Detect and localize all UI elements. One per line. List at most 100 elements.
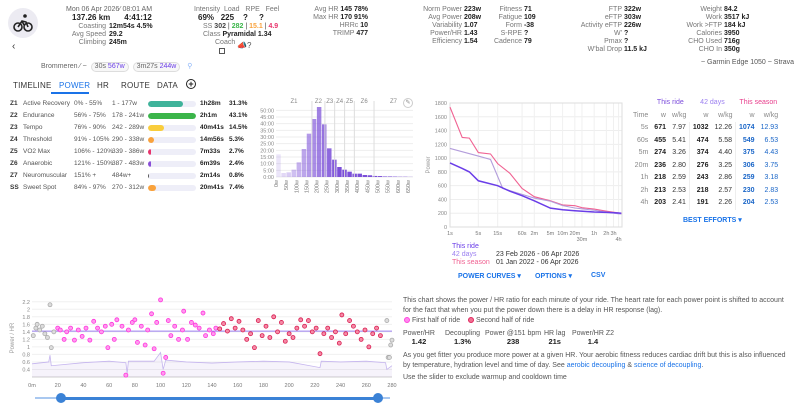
tab-data[interactable]: DATA <box>157 81 178 90</box>
second-half-point <box>275 329 280 335</box>
zone-name: Anaerobic <box>23 160 53 167</box>
tab-timeline[interactable]: TIMELINE <box>13 81 52 90</box>
avg-hr-value: 145 78% <box>340 6 368 13</box>
metric-value: 1.07 <box>463 22 478 29</box>
second-half-point <box>232 325 238 331</box>
y-axis-label: Power / HR <box>10 322 16 353</box>
zone-label: Z6 <box>361 99 369 105</box>
climbing-value[interactable]: 245m <box>109 39 127 46</box>
fitness-text: As you get fitter you produce more power… <box>403 352 786 369</box>
x-tick-label: 280 <box>387 383 396 389</box>
zone-label: Z2 <box>315 99 323 105</box>
search-icon[interactable]: ⚲ <box>187 63 193 70</box>
zone-time: 7m33s <box>200 148 221 155</box>
rpe-value[interactable]: ? <box>242 13 248 22</box>
x-tick-label: 60 <box>106 383 112 389</box>
y-tick-label: 0 <box>444 225 447 231</box>
slider-start-handle[interactable] <box>56 393 66 403</box>
best-effort-pill[interactable]: 3m27s 244w <box>132 62 181 72</box>
second-half-point <box>248 331 253 337</box>
edit-chart-icon[interactable]: ✎ <box>403 98 413 108</box>
science-of-decoupling-link[interactable]: science of decoupling <box>634 361 702 369</box>
hrrc-value: 10 <box>360 22 368 29</box>
zone-percent-range: 0% - 55% <box>74 100 103 107</box>
zone-watt-range: 290 - 338w <box>112 136 145 143</box>
first-half-dot <box>404 317 410 323</box>
second-half-point <box>306 318 311 323</box>
histogram-bar <box>311 119 317 177</box>
second-half-point <box>362 327 368 333</box>
first-half-point <box>180 327 185 333</box>
histogram-bar <box>347 171 352 177</box>
zone-share: 14.5% <box>229 124 248 131</box>
first-half-point <box>192 322 198 328</box>
megaphone-icon[interactable]: 📣? <box>237 41 252 50</box>
zone-label: Z3 <box>326 99 334 105</box>
excluded-point <box>47 302 53 308</box>
second-half-dot <box>467 317 474 323</box>
zone-time: 6m39s <box>200 160 221 167</box>
tab-power[interactable]: POWER <box>59 81 91 90</box>
first-half-point <box>79 333 85 339</box>
aerobic-decoupling-link[interactable]: aerobic decoupling <box>566 361 626 369</box>
tab-route[interactable]: ROUTE <box>121 81 150 90</box>
metric-value: 3950 <box>723 30 740 37</box>
first-half-point <box>149 311 154 317</box>
segment-name[interactable]: Brommeren <box>41 63 78 70</box>
first-half-point <box>87 337 93 343</box>
options-button[interactable]: OPTIONS ▾ <box>535 273 572 280</box>
first-half-point <box>151 346 157 352</box>
zone-id: Z2 <box>10 112 18 119</box>
zone-id: Z5 <box>10 148 18 155</box>
second-half-point <box>225 328 230 334</box>
first-half-point <box>123 372 129 378</box>
first-half-point <box>181 308 187 314</box>
csv-button[interactable]: CSV <box>591 272 606 279</box>
zone-percent-range: 121% - 150% <box>74 160 114 167</box>
y-tick-label: 600 <box>438 184 447 190</box>
zone-time: 2m14s <box>200 172 221 179</box>
x-tick-label: 5s <box>475 231 481 237</box>
best-effort-pill[interactable]: 30s 567w <box>90 62 129 72</box>
first-half-point <box>91 318 97 324</box>
add-tab-icon[interactable]: + <box>186 79 196 89</box>
feel-value[interactable]: ? <box>258 13 264 22</box>
zone-id: Z1 <box>10 100 18 107</box>
back-chevron-icon[interactable]: ‹ <box>12 41 16 52</box>
second-half-point <box>228 316 234 322</box>
cyclist-icon <box>13 14 33 32</box>
metric-value: 716g <box>723 38 740 45</box>
intensity-value: 69% <box>198 13 215 22</box>
x-tick-label: 4h <box>616 237 622 243</box>
zone-share: 5.3% <box>229 136 244 143</box>
slider-end-handle[interactable] <box>373 393 383 403</box>
second-half-point <box>370 331 376 337</box>
load-value[interactable]: 225 <box>220 13 235 22</box>
metric-value: 79 <box>523 38 532 45</box>
trimp-value: 477 <box>356 30 368 37</box>
x-tick-label: 300w <box>335 180 341 193</box>
zone-watt-range: 1 - 177w <box>112 100 137 107</box>
best-efforts-table: This ride 42 days This season Time w w/kg w w/k… <box>630 97 781 210</box>
first-half-point <box>68 325 73 331</box>
power-curve-line <box>449 162 622 214</box>
first-half-point <box>203 333 208 339</box>
y-tick-label: 1.6 <box>22 322 30 328</box>
best-efforts-button[interactable]: BEST EFFORTS ▾ <box>683 217 742 224</box>
x-tick-label: 0m <box>28 383 36 389</box>
histogram-bar <box>321 124 327 177</box>
legend-this-ride[interactable]: This ride <box>452 243 479 250</box>
y-tick-label: 20:00 <box>260 148 274 154</box>
power-curves-button[interactable]: POWER CURVES ▾ <box>458 273 521 280</box>
first-half-point <box>154 320 160 325</box>
second-half-point <box>325 325 331 331</box>
coach-checkbox[interactable] <box>219 48 225 54</box>
first-half-point <box>172 323 178 329</box>
legend-42-days[interactable]: 42 days <box>452 251 477 258</box>
zone-share: 31.3% <box>229 100 248 107</box>
zone-row: Z2 Endurance 56% - 75% 178 - 241w 2h1m 43.1% <box>8 110 253 122</box>
second-half-point <box>271 314 277 320</box>
x-tick-label: 120 <box>182 383 191 389</box>
tab-hr[interactable]: HR <box>97 81 109 90</box>
legend-this-season[interactable]: This season <box>452 259 490 266</box>
